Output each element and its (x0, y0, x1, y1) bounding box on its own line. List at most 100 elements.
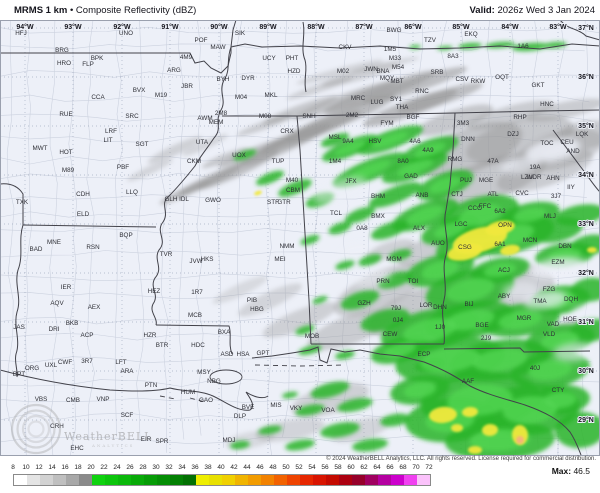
max-value-readout: Max: 46.5 (552, 466, 590, 476)
station-label: LFT (115, 359, 126, 366)
station-label: CTJ (451, 191, 463, 198)
colorbar (13, 474, 431, 486)
station-label: VAD (547, 321, 560, 328)
station-label: LQK (576, 131, 589, 138)
copyright-text: © 2024 WeatherBELL Analytics, LLC. All r… (326, 456, 596, 462)
station-label: AEX (88, 304, 101, 311)
station-label: CEW (383, 331, 398, 338)
station-label: SCF (121, 412, 134, 419)
station-label: ATL (487, 191, 499, 198)
station-label: LGC (455, 221, 468, 228)
longitude-label: 94°W (16, 23, 34, 31)
colorbar-segment (118, 475, 131, 485)
station-label: TVR (160, 251, 173, 258)
latitude-label: 30°N (578, 367, 594, 375)
colorbar-tick: 50 (282, 464, 290, 471)
station-label: ORG (25, 365, 39, 372)
colorbar-tick: 48 (269, 464, 277, 471)
station-label: WDR (526, 174, 541, 181)
station-label: ASD (221, 351, 234, 358)
longitude-label: 90°W (210, 23, 228, 31)
station-label: CSV (456, 76, 470, 83)
station-label: GKT (532, 82, 545, 89)
station-label: RMG (448, 156, 463, 163)
station-label: DZJ (507, 131, 519, 138)
station-label: IER (61, 284, 72, 291)
station-label: BPT (13, 371, 25, 378)
station-label: MOB (305, 333, 319, 340)
station-label: EHC (70, 445, 84, 452)
colorbar-segment (79, 475, 92, 485)
station-label: CCA (91, 94, 105, 101)
station-label: 2J9 (481, 335, 492, 342)
longitude-label: 87°W (355, 23, 373, 31)
station-label: BIJ (464, 301, 473, 308)
station-label: FFC (479, 203, 492, 210)
station-label: TZV (424, 37, 437, 44)
station-label: 6A1 (494, 241, 506, 248)
colorbar-segment (183, 475, 196, 485)
colorbar-segment (53, 475, 66, 485)
station-label: HOT (59, 149, 72, 156)
colorbar-tick: 22 (100, 464, 108, 471)
station-label: ABY (498, 293, 511, 300)
station-label: SIK (235, 30, 246, 37)
station-label: 0A8 (356, 225, 368, 232)
station-label: MGE (479, 177, 493, 184)
station-label: MCN (523, 237, 538, 244)
station-label: HFJ (15, 30, 27, 37)
graticule-labels: 94°W 93°W 92°W 91°W 90°W 89°W 88°W 87°W 86°W 85°W… (15, 22, 594, 425)
colorbar-tick: 12 (35, 464, 43, 471)
station-label: BGE (475, 322, 488, 329)
station-label: CVC (515, 190, 529, 197)
colorbar-segment (326, 475, 339, 485)
station-label: HSV (369, 138, 383, 145)
colorbar-tick: 28 (139, 464, 147, 471)
station-label: JVW (189, 258, 202, 265)
latitude-label: 32°N (578, 269, 594, 277)
colorbar-tick: 16 (61, 464, 69, 471)
station-label: MDJ (223, 437, 236, 444)
station-label: AQV (50, 300, 64, 307)
station-label: CKV (339, 44, 353, 51)
station-label: 9A4 (342, 138, 354, 145)
station-label: CDH (76, 191, 90, 198)
station-label: 8A0 (397, 158, 409, 165)
station-label: SPR (156, 438, 169, 445)
station-label: PRN (376, 278, 390, 285)
station-label: TCL (330, 210, 342, 217)
station-label: MSL (329, 134, 342, 141)
station-label: 2M8 (215, 110, 228, 117)
colorbar-segment (27, 475, 40, 485)
colorbar-segment (235, 475, 248, 485)
station-label: GAD (404, 173, 418, 180)
colorbar-tick: 40 (217, 464, 225, 471)
station-label: BWG (386, 27, 401, 34)
station-label: SGT (136, 141, 149, 148)
station-label: EKQ (464, 31, 477, 38)
longitude-label: 84°W (501, 23, 519, 31)
colorbar-segment (339, 475, 352, 485)
colorbar-tick: 70 (412, 464, 420, 471)
station-label: ARG (167, 67, 181, 74)
latitude-label: 31°N (578, 318, 594, 326)
echo-gaps (313, 138, 600, 362)
colorbar-segment (365, 475, 378, 485)
station-label: AWM (197, 115, 212, 122)
station-label: GWO (205, 197, 221, 204)
colorbar-tick: 54 (308, 464, 316, 471)
station-label: SNH (302, 113, 316, 120)
station-label: 4M9 (180, 54, 193, 61)
colorbar-segment (170, 475, 183, 485)
colorbar-tick: 32 (165, 464, 173, 471)
station-label: SRB (431, 69, 444, 76)
station-label: MKL (265, 92, 278, 99)
station-label: 1M4 (329, 158, 342, 165)
station-label: PUJ (460, 177, 472, 184)
colorbar-tick: 34 (178, 464, 186, 471)
station-label: MNE (47, 239, 61, 246)
station-label: M08 (259, 113, 272, 120)
